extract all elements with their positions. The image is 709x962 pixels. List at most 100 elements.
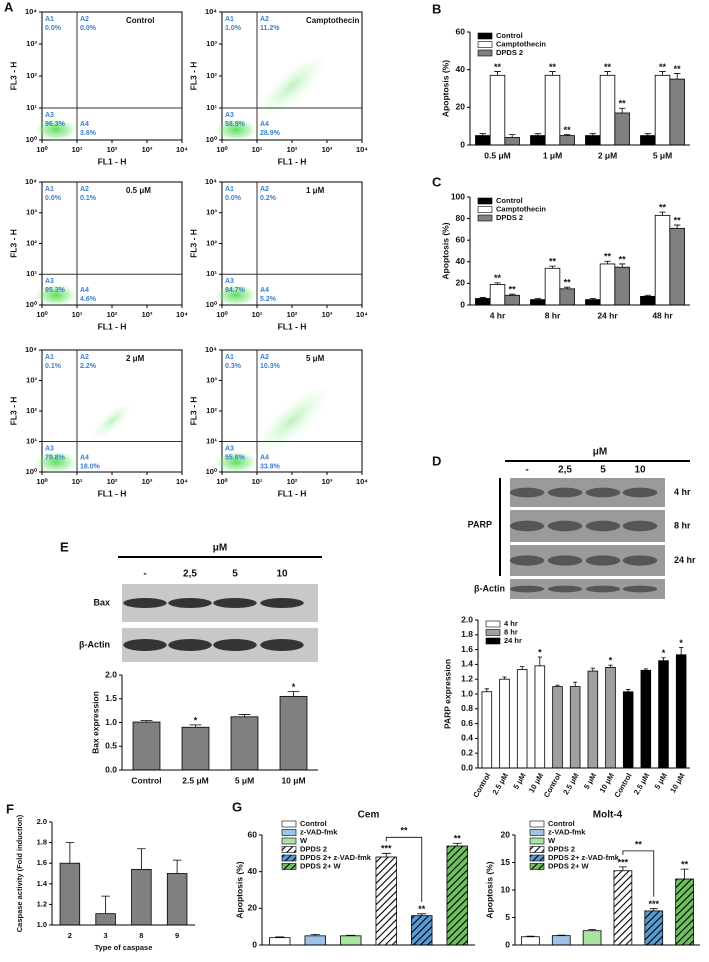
cell-cloud (257, 54, 327, 119)
x-tick-label: 10⁴ (176, 310, 188, 319)
y-axis-label: PARP expression (442, 659, 452, 729)
significance-label: * (194, 715, 198, 725)
legend-label: Control (496, 31, 523, 40)
panel-letter: G (232, 799, 242, 814)
blot-group-label: PARP (468, 519, 492, 529)
significance-label: ** (494, 273, 502, 283)
x-tick-label: 8 hr (545, 310, 561, 320)
bar (279, 695, 308, 771)
bar (614, 266, 630, 306)
legend-swatch (281, 846, 297, 853)
x-tick-label: 10⁰ (216, 310, 228, 319)
x-tick-label: 10³ (142, 145, 153, 154)
quadrant-name: A2 (260, 16, 269, 23)
quadrant-name: A4 (260, 454, 269, 461)
legend-label: Control (300, 819, 327, 828)
error-bar (680, 868, 689, 879)
error-bar (644, 294, 652, 297)
significance-label: ** (659, 62, 667, 72)
bar (640, 295, 656, 306)
y-tick-label: 80 (456, 213, 466, 223)
y-tick-label: 10¹ (206, 103, 217, 112)
legend-label: W (300, 836, 308, 845)
blot-band (509, 520, 545, 532)
error-bar (526, 935, 535, 937)
y-tick-label: 0 (505, 939, 510, 949)
x-tick-label: 10⁰ (216, 477, 228, 486)
x-tick-label: 2.5 μM (182, 775, 208, 785)
error-bar (537, 656, 542, 666)
significance-label: ** (549, 62, 557, 72)
blot-row-label: β-Actin (79, 639, 110, 649)
x-tick-label: 1 μM (543, 150, 562, 160)
chart-title: Molt-4 (593, 810, 623, 821)
error-bar (549, 265, 556, 269)
error-bar (275, 936, 285, 938)
error-bar (608, 664, 613, 668)
y-tick-label: 10³ (26, 39, 37, 48)
blot-band (622, 555, 658, 566)
legend-label: DPDS 2 (548, 844, 575, 853)
y-tick-label: 0.2 (461, 747, 473, 757)
y-tick-label: 10² (26, 71, 37, 80)
x-tick-label: 10 μM (281, 775, 305, 785)
plot-frame (221, 181, 363, 306)
x-tick-label: 10⁴ (356, 145, 368, 154)
significance-label: ** (564, 125, 572, 135)
legend-label: DPDS 2 (496, 48, 523, 57)
error-bar (494, 71, 501, 76)
quadrant-name: A4 (80, 287, 89, 294)
x-tick-label: 2 μM (598, 150, 617, 160)
quadrant-name: A4 (260, 287, 269, 294)
cell-cloud (35, 451, 77, 474)
quadrant-percent: 10.3% (260, 363, 281, 370)
y-axis-label: Bax expression (90, 691, 100, 754)
quadrant-name: A1 (45, 186, 54, 193)
y-tick-label: 60 (456, 234, 466, 244)
y-tick-label: 1.0 (37, 920, 47, 929)
bar (504, 294, 520, 306)
significance-label: ** (659, 202, 667, 212)
y-axis-label: FL3 - H (8, 62, 18, 91)
y-axis-label: FL3 - H (188, 397, 198, 426)
y-tick-label: 1.0 (461, 688, 473, 698)
y-tick-label: 10¹ (206, 269, 217, 278)
x-axis-label: FL1 - H (278, 321, 307, 331)
significance-label: ** (418, 904, 426, 914)
blot-row-label: β-Actin (474, 583, 505, 593)
quadrant-percent: 33.8% (260, 463, 281, 470)
quadrant-percent: 55.6% (225, 454, 246, 461)
quadrant-name: A3 (225, 112, 234, 119)
error-bar (479, 133, 487, 136)
legend-label: Camptothecin (496, 39, 546, 48)
cell-cloud (215, 284, 257, 307)
significance-label: *** (381, 844, 392, 854)
y-tick-label: 10⁴ (205, 177, 217, 186)
blot-band (585, 487, 621, 498)
significance-label: ** (604, 62, 612, 72)
bar (669, 78, 685, 146)
bar (504, 137, 520, 146)
legend-swatch (281, 837, 297, 845)
lane-label: 10 (276, 569, 288, 580)
quadrant-percent: 58.9% (225, 121, 246, 128)
x-tick-label: 10³ (142, 477, 153, 486)
panel-letter: B (432, 1, 441, 16)
bracket-label: ** (635, 839, 643, 849)
error-bar (643, 668, 648, 671)
error-bar (555, 684, 560, 687)
x-tick-label: 10² (107, 145, 118, 154)
x-axis-label: Type of caspase (95, 943, 153, 952)
y-tick-label: 60 (456, 26, 466, 36)
panel-letter: F (6, 801, 14, 816)
quadrant-name: A2 (80, 16, 89, 23)
x-tick-label: 10⁴ (356, 477, 368, 486)
bar (544, 267, 561, 306)
bar (599, 74, 616, 146)
error-bar (549, 71, 556, 76)
bar (658, 660, 669, 769)
plot-title: 0.5 μM (126, 186, 151, 195)
x-axis-label: FL1 - H (98, 156, 127, 166)
blot-band (509, 555, 545, 566)
significance-label: ** (604, 252, 612, 262)
